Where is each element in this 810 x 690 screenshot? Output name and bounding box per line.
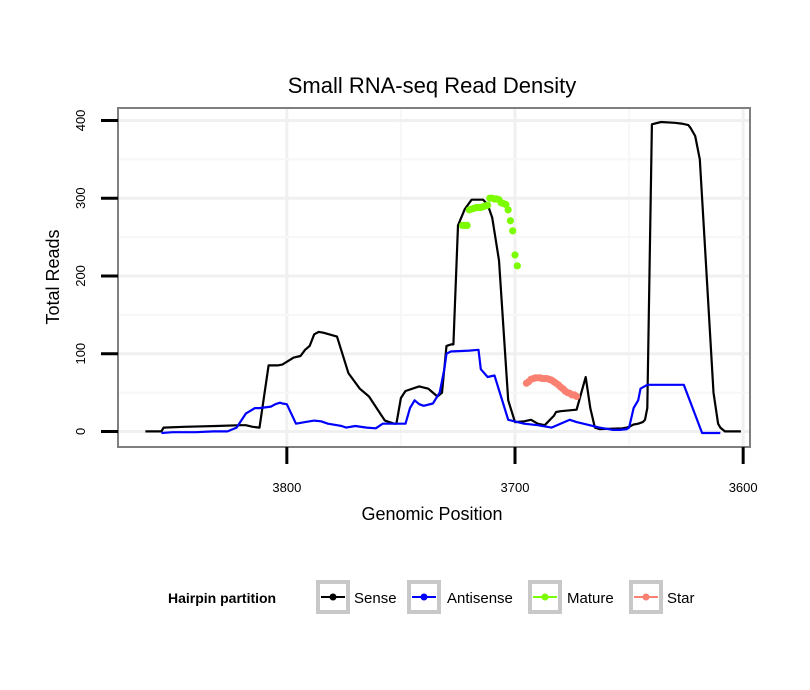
legend-title: Hairpin partition <box>168 590 276 606</box>
x-axis: 3800 3700 3600 <box>272 447 758 495</box>
x-tick-label: 3700 <box>501 480 530 495</box>
legend-key-point-star <box>642 593 650 601</box>
y-axis-title: Total Reads <box>43 229 63 324</box>
y-tick-label: 0 <box>73 428 88 435</box>
point-mature <box>504 206 512 214</box>
point-mature <box>509 227 517 235</box>
x-axis-title: Genomic Position <box>361 504 502 524</box>
series-line-sense <box>145 120 741 433</box>
chart-title: Small RNA-seq Read Density <box>288 73 577 98</box>
legend-label-antisense: Antisense <box>447 590 513 607</box>
series-layer <box>145 120 741 435</box>
point-mature <box>463 221 471 230</box>
plot-border <box>117 107 751 448</box>
y-tick-label: 200 <box>73 265 88 287</box>
legend-label-star: Star <box>667 590 695 607</box>
series-line-antisense <box>161 348 721 435</box>
point-mature <box>511 251 519 259</box>
legend: Hairpin partition Sense Antisense Mature St… <box>168 580 695 614</box>
y-tick-label: 300 <box>73 187 88 209</box>
point-mature <box>506 217 515 225</box>
x-tick-label: 3800 <box>272 480 301 495</box>
x-tick-label: 3600 <box>729 480 758 495</box>
y-tick-label: 400 <box>73 110 88 132</box>
point-mature <box>513 262 521 270</box>
legend-key-point-sense <box>329 593 337 601</box>
legend-key-point-mature <box>541 593 549 601</box>
y-tick-label: 100 <box>73 343 88 365</box>
y-axis: 0 100 200 300 400 <box>73 110 118 435</box>
legend-key-point-antisense <box>420 593 428 601</box>
legend-label-mature: Mature <box>567 590 614 607</box>
grid <box>118 108 750 447</box>
point-mature <box>502 200 510 209</box>
point-star <box>572 392 581 401</box>
legend-label-sense: Sense <box>354 590 397 607</box>
point-mature <box>484 201 492 209</box>
